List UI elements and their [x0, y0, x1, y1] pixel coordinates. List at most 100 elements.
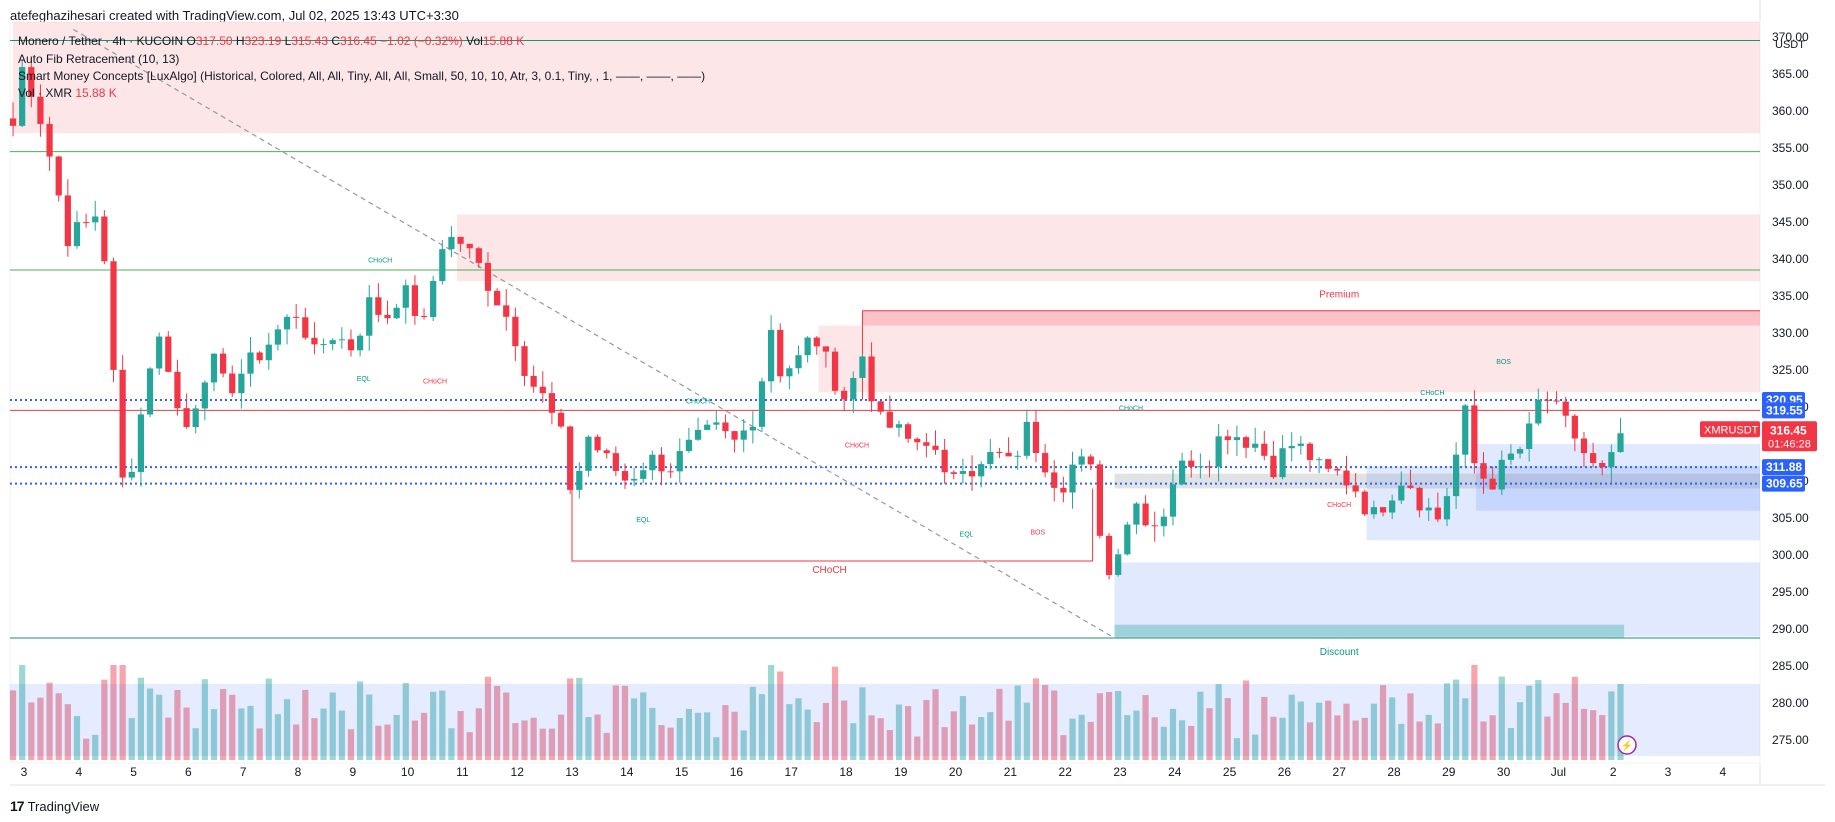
volume-bar	[859, 687, 866, 760]
volume-bar	[1306, 722, 1314, 760]
candle-body	[557, 412, 565, 427]
volume-bar	[1252, 734, 1259, 760]
y-tick-label: 350.00	[1772, 178, 1809, 192]
x-tick-label: 26	[1278, 765, 1292, 779]
candle-body	[46, 123, 53, 157]
candle-body	[201, 382, 208, 409]
candle-body	[594, 436, 601, 451]
y-tick-label: 330.00	[1772, 326, 1809, 340]
candle-body	[1051, 472, 1058, 488]
candle-body	[1206, 466, 1213, 468]
structure-label: BOS	[1030, 529, 1045, 536]
candle-body	[685, 439, 693, 452]
choch-bracket	[571, 458, 1094, 562]
volume-bar	[1023, 702, 1030, 760]
volume-bar	[557, 714, 565, 760]
structure-label: EQL	[636, 517, 650, 524]
price-tag-box	[1762, 475, 1805, 492]
candle-body	[1197, 466, 1204, 468]
candle-body	[950, 472, 957, 474]
candle-body	[1562, 401, 1569, 416]
volume-bar	[758, 694, 766, 760]
candle-body	[146, 368, 154, 415]
x-tick-label: 14	[620, 765, 634, 779]
volume-bar	[1462, 698, 1469, 760]
volume-bar	[667, 727, 674, 760]
indicator-volume-legend[interactable]: Vol · XMR 15.88 K	[18, 86, 117, 100]
candle-body	[859, 356, 866, 378]
candle-body	[968, 471, 976, 477]
structure-label: CHoCH	[1327, 502, 1351, 509]
candle-body	[402, 285, 409, 308]
candle-body	[1270, 455, 1277, 478]
indicator-smc-legend[interactable]: Smart Money Concepts [LuxAlgo] (Historic…	[18, 69, 706, 83]
y-tick-label: 370.00	[1772, 30, 1809, 44]
candle-body	[357, 335, 364, 351]
volume-bar	[978, 717, 985, 760]
x-tick-label: 23	[1113, 765, 1127, 779]
volume-bar	[366, 694, 373, 760]
volume-bar	[329, 692, 336, 760]
volume-bar	[731, 711, 738, 760]
candle-body	[137, 414, 145, 472]
volume-bar	[1042, 684, 1049, 760]
candle-body	[256, 352, 263, 361]
candle-body	[1434, 507, 1441, 520]
volume-bar	[247, 705, 254, 760]
x-tick-label: 30	[1497, 765, 1511, 779]
candle-body	[1316, 459, 1323, 461]
candle-body	[1599, 462, 1606, 468]
structure-label: CHoCH	[686, 398, 710, 405]
volume-bar	[274, 714, 282, 760]
volume-bar	[1233, 738, 1241, 760]
symbol-legend[interactable]: Monero / Tether · 4h · KUCOIN O317.50 H3…	[18, 34, 524, 48]
y-tick-label: 355.00	[1772, 141, 1809, 155]
quote-currency-label: USDT	[1775, 39, 1805, 51]
candle-body	[1544, 399, 1551, 401]
candle-body	[667, 471, 674, 473]
candle-body	[1014, 455, 1021, 457]
tradingview-logo-text: TradingView	[27, 798, 100, 814]
volume-bar	[1160, 726, 1167, 760]
indicator-fib-legend[interactable]: Auto Fib Retracement (10, 13)	[18, 52, 180, 66]
volume-bar	[28, 702, 35, 760]
ohlc-high: 323.19	[244, 34, 282, 48]
candle-body	[1188, 460, 1195, 467]
structure-label: CHoCH	[812, 565, 846, 576]
volume-bar	[1580, 708, 1588, 760]
volume-bar	[220, 688, 227, 760]
volume-bar	[201, 679, 208, 760]
tradingview-logo[interactable]: 17 TradingView	[10, 798, 99, 814]
volume-bar	[950, 711, 957, 760]
trendline	[73, 28, 1115, 639]
x-tick-label: 3	[1665, 765, 1672, 779]
candle-body	[640, 470, 647, 479]
volume-bar	[512, 723, 519, 760]
volume-bar	[1516, 702, 1524, 760]
ohlc-open: 317.50	[195, 34, 233, 48]
volume-bar	[1334, 715, 1341, 760]
ohlc-low-label: L	[284, 34, 292, 48]
candle-body	[375, 297, 382, 315]
candle-body	[978, 464, 985, 477]
volume-bar	[1562, 702, 1569, 760]
volume-bar	[941, 727, 948, 760]
volume-bar	[1608, 691, 1615, 760]
x-tick-label: 4	[1719, 765, 1726, 779]
candle-body	[1179, 460, 1186, 485]
x-tick-label: 15	[675, 765, 689, 779]
volume-bar	[631, 698, 638, 760]
volume-bar	[174, 689, 181, 760]
volume-bar	[640, 692, 647, 760]
candle-body	[283, 316, 291, 330]
zone-demand	[1476, 444, 1760, 511]
volume-bar	[430, 691, 437, 760]
candle-body	[329, 340, 336, 345]
volume-bar	[1270, 716, 1277, 760]
candle-body	[183, 408, 190, 428]
candle-body	[539, 386, 546, 394]
volume-bar	[1379, 685, 1387, 760]
volume-bar	[457, 711, 464, 760]
volume-bar	[548, 728, 556, 760]
